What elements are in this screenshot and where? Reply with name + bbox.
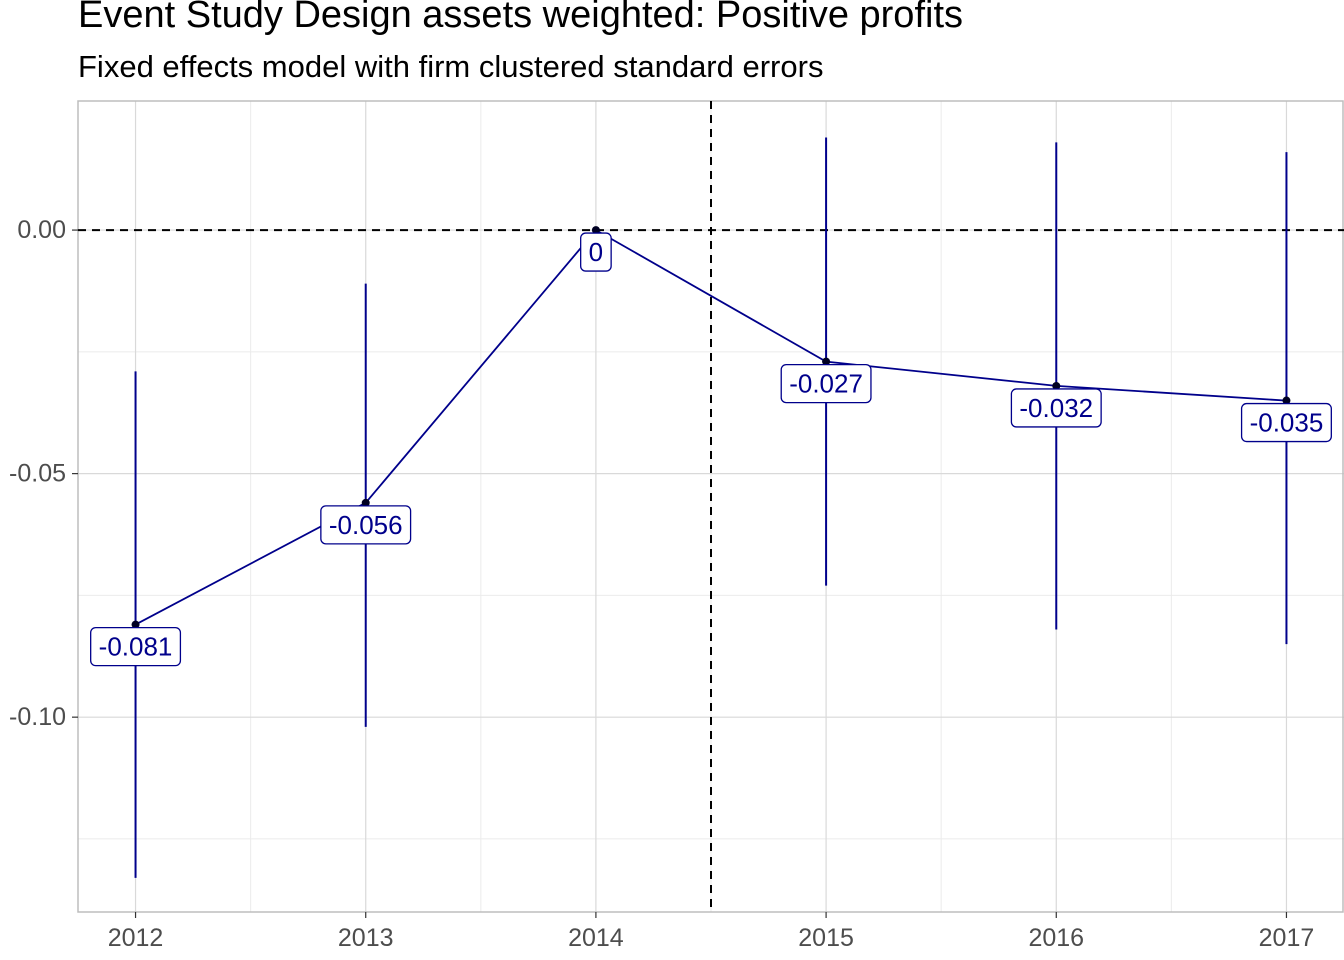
data-label-box [320, 505, 412, 545]
y-tick-label: -0.05 [9, 460, 66, 488]
y-axis-ticks: 0.00 -0.05 -0.10 [9, 216, 78, 731]
point-2012 [131, 620, 140, 629]
data-label-2013: -0.056 [320, 505, 412, 545]
data-label-text: -0.032 [1019, 393, 1093, 423]
y-tick-label: 0.00 [17, 216, 66, 244]
estimate-points [131, 226, 1291, 629]
data-label-text: -0.081 [99, 632, 173, 662]
data-label-box [580, 232, 612, 272]
x-axis-ticks: 2012 2013 2014 2015 2016 2017 [108, 912, 1315, 952]
x-tick-label-2014: 2014 [568, 924, 624, 952]
data-label-2015: -0.027 [780, 363, 872, 404]
x-tick-label-2012: 2012 [108, 924, 164, 952]
data-labels: -0.081 -0.056 0 -0.027 -0.032 -0.035 [90, 232, 1332, 667]
x-tick-label-2015: 2015 [798, 924, 854, 952]
data-label-box [1010, 388, 1102, 428]
point-2016 [1052, 381, 1061, 390]
point-2014 [591, 226, 600, 235]
data-label-2016: -0.032 [1010, 388, 1102, 428]
x-tick-label-2016: 2016 [1028, 924, 1084, 952]
point-2015 [822, 357, 831, 366]
data-label-2012: -0.081 [90, 626, 182, 667]
data-label-text: 0 [589, 237, 603, 267]
data-label-text: -0.056 [329, 510, 403, 540]
x-tick-label-2017: 2017 [1259, 924, 1315, 952]
data-label-text: -0.027 [789, 369, 863, 399]
data-label-box [780, 363, 872, 404]
x-tick-label-2013: 2013 [338, 924, 394, 952]
point-2013 [361, 498, 370, 507]
data-label-box [1240, 402, 1332, 443]
y-tick-label: -0.10 [9, 703, 66, 731]
data-label-box [90, 626, 182, 667]
data-label-2014: 0 [580, 232, 612, 272]
chart-subtitle: Fixed effects model with firm clustered … [78, 49, 824, 84]
reference-lines [78, 101, 1344, 912]
data-label-text: -0.035 [1250, 408, 1324, 438]
data-label-2017: -0.035 [1240, 402, 1332, 443]
point-2017 [1282, 396, 1291, 405]
chart-title: Event Study Design assets weighted: Posi… [78, 0, 964, 36]
